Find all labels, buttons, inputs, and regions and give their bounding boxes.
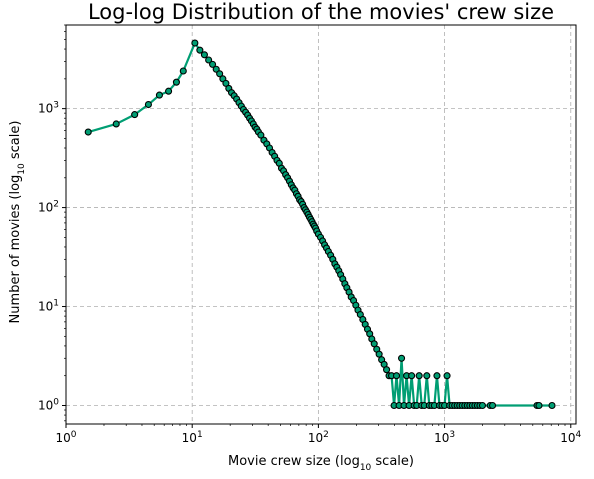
data-point-2: [131, 111, 139, 119]
data-point-108: [415, 372, 423, 380]
y-tick-label-0: 100: [38, 397, 59, 412]
data-point-135: [489, 401, 497, 410]
data-point-13: [212, 65, 220, 73]
data-point-115: [433, 372, 441, 380]
data-point-0: [84, 128, 92, 136]
series-crew-size: [84, 39, 556, 410]
data-point-92: [375, 350, 383, 358]
data-point-111: [423, 372, 431, 380]
data-point-14: [216, 70, 224, 78]
data-point-12: [209, 60, 217, 68]
data-point-137: [535, 401, 543, 410]
x-tick-label-1: 101: [182, 430, 203, 445]
y-tick-label-1: 101: [38, 299, 59, 314]
grid: [65, 25, 576, 424]
data-point-3: [144, 100, 152, 109]
y-axis-label: Number of movies (log10 scale): [8, 121, 27, 324]
plot-frame: [65, 24, 577, 425]
y-tick-label-2: 102: [38, 200, 59, 215]
data-point-105: [408, 372, 416, 380]
data-point-101: [397, 354, 406, 362]
data-point-11: [205, 56, 213, 64]
data-point-8: [191, 39, 199, 47]
axis-ticks: 100 101 102 103 104 100 101 102 103: [38, 24, 582, 445]
data-point-119: [443, 372, 451, 380]
data-point-138: [548, 401, 556, 410]
y-tick-label-3: 103: [38, 101, 59, 116]
data-point-99: [392, 372, 401, 380]
data-point-9: [196, 46, 204, 54]
x-tick-label-0: 100: [55, 430, 76, 445]
data-point-133: [478, 401, 487, 410]
data-point-10: [200, 51, 208, 59]
data-point-95: [383, 366, 391, 374]
data-point-32: [257, 131, 265, 139]
x-axis-label: Movie crew size (log10 scale): [228, 454, 414, 473]
chart-title: Log-log Distribution of the movies' crew…: [88, 0, 554, 24]
x-tick-label-3: 103: [434, 430, 455, 445]
data-point-1: [112, 120, 120, 128]
x-tick-label-4: 104: [560, 430, 581, 445]
x-tick-label-2: 102: [308, 430, 329, 445]
data-point-6: [172, 78, 180, 86]
data-point-5: [165, 87, 173, 95]
data-point-7: [179, 67, 187, 75]
data-point-4: [155, 91, 163, 99]
